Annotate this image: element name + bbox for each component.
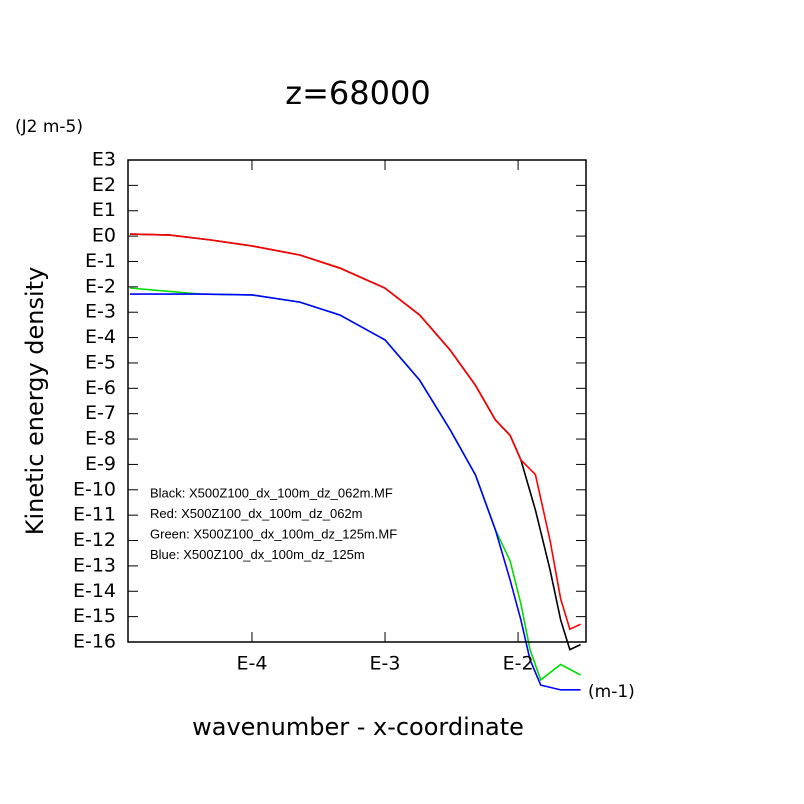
y-tick-label: E0 xyxy=(92,225,116,247)
x-tick-label: E-3 xyxy=(370,653,401,675)
y-tick-label: E2 xyxy=(92,174,116,196)
legend-entry: Black: X500Z100_dx_100m_dz_062m.MF xyxy=(150,485,393,500)
legend-entry: Blue: X500Z100_dx_100m_dz_125m xyxy=(150,547,365,562)
y-tick-label: E-6 xyxy=(85,377,116,399)
y-unit: (J2 m-5) xyxy=(15,117,83,137)
y-tick-label: E-12 xyxy=(73,529,116,551)
legend-entry: Red: X500Z100_dx_100m_dz_062m xyxy=(150,506,362,521)
x-tick-label: E-4 xyxy=(236,653,267,675)
chart-title: z=68000 xyxy=(285,74,430,112)
y-tick-label: E-16 xyxy=(73,631,116,653)
y-tick-label: E-14 xyxy=(73,580,116,602)
y-tick-label: E-5 xyxy=(85,351,116,373)
y-axis-label: Kinetic energy density xyxy=(21,267,49,536)
legend-entry: Green: X500Z100_dx_100m_dz_125m.MF xyxy=(150,526,397,541)
y-tick-label: E-10 xyxy=(73,478,116,500)
y-tick-label: E3 xyxy=(92,149,116,171)
y-tick-label: E-9 xyxy=(85,453,116,475)
x-unit: (m-1) xyxy=(588,682,635,702)
y-tick-label: E-11 xyxy=(73,504,116,526)
y-tick-label: E-3 xyxy=(85,301,116,323)
x-axis-label: wavenumber - x-coordinate xyxy=(192,713,524,741)
axes-frame xyxy=(127,159,587,643)
y-tick-label: E-7 xyxy=(85,402,116,424)
x-tick-label: E-2 xyxy=(503,653,534,675)
series-line xyxy=(129,293,581,691)
y-tick-label: E1 xyxy=(92,199,116,221)
y-tick-label: E-15 xyxy=(73,605,116,627)
y-tick-label: E-2 xyxy=(85,275,116,297)
y-tick-label: E-8 xyxy=(85,428,116,450)
series-line xyxy=(129,233,581,631)
y-tick-label: E-1 xyxy=(85,250,116,272)
plot-area xyxy=(129,233,581,691)
y-tick-label: E-4 xyxy=(85,326,116,348)
y-tick-label: E-13 xyxy=(73,554,116,576)
